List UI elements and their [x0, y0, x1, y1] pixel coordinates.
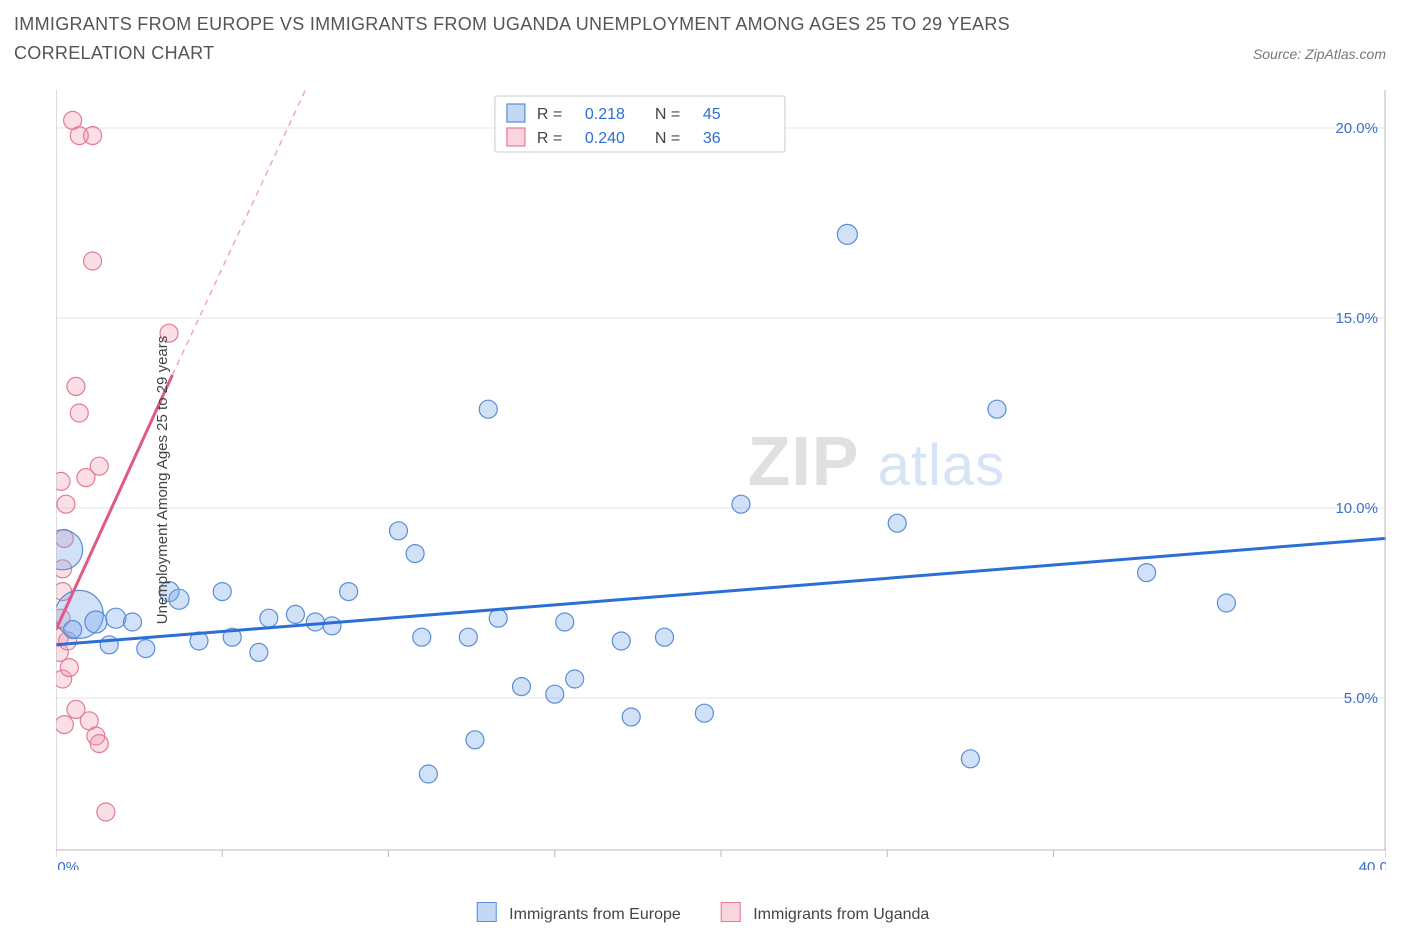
svg-text:40.0%: 40.0%: [1359, 859, 1386, 870]
svg-text:20.0%: 20.0%: [1335, 120, 1378, 137]
svg-text:10.0%: 10.0%: [1335, 500, 1378, 517]
svg-text:atlas: atlas: [878, 433, 1006, 498]
svg-text:36: 36: [703, 130, 721, 147]
svg-text:ZIP: ZIP: [748, 422, 860, 500]
svg-text:15.0%: 15.0%: [1335, 310, 1378, 327]
svg-text:45: 45: [703, 106, 721, 123]
y-axis-label: Unemployment Among Ages 25 to 29 years: [154, 336, 171, 625]
swatch-pink-icon: [721, 902, 741, 922]
svg-text:0.0%: 0.0%: [56, 859, 79, 870]
legend-item-uganda: Immigrants from Uganda: [721, 902, 930, 924]
svg-text:N =: N =: [655, 106, 680, 123]
svg-text:R =: R =: [537, 130, 562, 147]
legend-uganda-label: Immigrants from Uganda: [753, 906, 929, 923]
chart-area: Unemployment Among Ages 25 to 29 years Z…: [56, 90, 1386, 870]
scatter-chart: ZIP atlas 0.0% 40.0% 5.0% 10.0% 15.0% 20.0% R = 0…: [56, 90, 1386, 870]
svg-text:N =: N =: [655, 130, 680, 147]
svg-text:0.218: 0.218: [585, 106, 625, 123]
legend-item-europe: Immigrants from Europe: [477, 902, 681, 924]
swatch-blue-icon: [477, 902, 497, 922]
legend-europe-label: Immigrants from Europe: [509, 906, 681, 923]
chart-title: IMMIGRANTS FROM EUROPE VS IMMIGRANTS FRO…: [14, 10, 1114, 68]
bottom-legend: Immigrants from Europe Immigrants from U…: [477, 902, 930, 924]
svg-text:R =: R =: [537, 106, 562, 123]
svg-text:0.240: 0.240: [585, 130, 625, 147]
source-label: Source: ZipAtlas.com: [1253, 46, 1386, 62]
svg-text:5.0%: 5.0%: [1344, 690, 1378, 707]
